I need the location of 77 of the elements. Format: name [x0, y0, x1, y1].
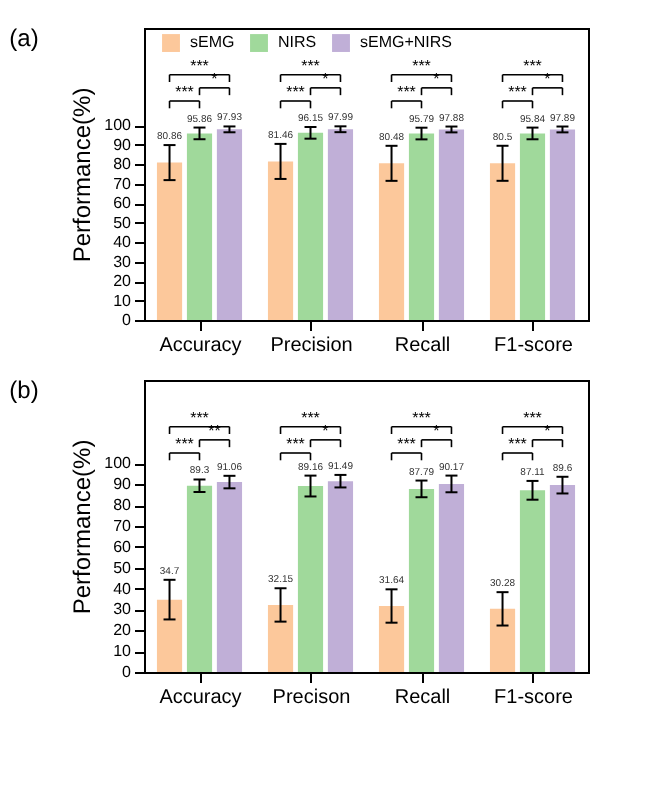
- x-tick-label: F1-score: [494, 687, 574, 709]
- bar: [519, 490, 546, 672]
- y-tick-label: 70: [113, 517, 133, 535]
- y-tick-label: 80: [113, 155, 133, 174]
- x-tick-label: Precision: [270, 335, 353, 357]
- annotation: ***: [286, 83, 305, 101]
- annotation: ***: [190, 408, 209, 427]
- annotation: ***: [175, 435, 194, 453]
- bar: [216, 482, 243, 672]
- annotation: ***: [523, 408, 542, 427]
- annotation: ***: [190, 56, 209, 75]
- y-axis-title: Performance(%): [68, 87, 97, 263]
- y-tick-label: 20: [113, 621, 133, 640]
- bar: [156, 162, 183, 320]
- bar: [186, 133, 213, 320]
- y-tick-label: 90: [113, 475, 133, 494]
- bar: [408, 133, 435, 320]
- y-tick-label: 10: [113, 642, 133, 661]
- bar: [549, 129, 576, 320]
- legend-label: sEMG: [190, 33, 235, 52]
- x-tick-label: F1-score: [494, 335, 574, 357]
- y-tick-label: 70: [113, 174, 133, 193]
- y-tick-label: 0: [122, 663, 133, 681]
- bar: [489, 608, 516, 672]
- y-tick-label: 60: [113, 537, 133, 556]
- bar: [297, 132, 324, 320]
- y-tick-label: 40: [113, 579, 133, 598]
- annotation: ***: [397, 435, 416, 453]
- y-tick-label: 50: [113, 213, 133, 232]
- y-tick-label: 30: [113, 252, 133, 271]
- annotation: ***: [508, 83, 527, 101]
- y-tick-label: 40: [113, 233, 133, 252]
- y-tick-label: 0: [122, 311, 133, 329]
- y-tick-label: 90: [113, 135, 133, 154]
- annotation: ***: [397, 83, 416, 101]
- bar: [156, 599, 183, 672]
- x-tick-label: Accuracy: [159, 687, 242, 709]
- y-tick-label: 100: [104, 116, 133, 135]
- bar: [378, 606, 405, 672]
- bar: [408, 488, 435, 672]
- y-tick-label: 60: [113, 194, 133, 213]
- chart-title: (b): [9, 376, 39, 404]
- bar: [327, 129, 354, 320]
- annotation: ***: [508, 435, 527, 453]
- bar: [519, 133, 546, 320]
- annotation: ***: [301, 408, 320, 427]
- x-tick-label: Recall: [394, 687, 451, 709]
- annotation: ***: [412, 56, 431, 75]
- y-tick-label: 100: [104, 454, 133, 473]
- y-tick-label: 20: [113, 272, 133, 291]
- bar: [267, 161, 294, 320]
- y-tick-label: 10: [113, 291, 133, 310]
- bar: [216, 129, 243, 320]
- annotation: ***: [175, 83, 194, 101]
- x-tick-label: Accuracy: [159, 335, 242, 357]
- y-axis-title: Performance(%): [68, 439, 97, 615]
- annotation: ***: [286, 435, 305, 453]
- bar: [327, 481, 354, 672]
- bar: [297, 486, 324, 672]
- bar: [186, 485, 213, 672]
- legend-label: NIRS: [278, 33, 317, 52]
- bar: [267, 604, 294, 672]
- y-tick-label: 50: [113, 558, 133, 577]
- legend-label: sEMG+NIRS: [360, 33, 453, 52]
- annotation: ***: [523, 56, 542, 75]
- chart-title: (a): [9, 24, 39, 52]
- bar: [489, 163, 516, 320]
- bar: [438, 129, 465, 320]
- annotation: ***: [412, 408, 431, 427]
- x-tick-label: Precison: [272, 687, 351, 709]
- y-tick-label: 80: [113, 496, 133, 515]
- bar: [438, 483, 465, 672]
- bar: [378, 163, 405, 320]
- annotation: ***: [301, 56, 320, 75]
- y-tick-label: 30: [113, 600, 133, 619]
- x-tick-label: Recall: [394, 335, 451, 357]
- bar: [549, 485, 576, 672]
